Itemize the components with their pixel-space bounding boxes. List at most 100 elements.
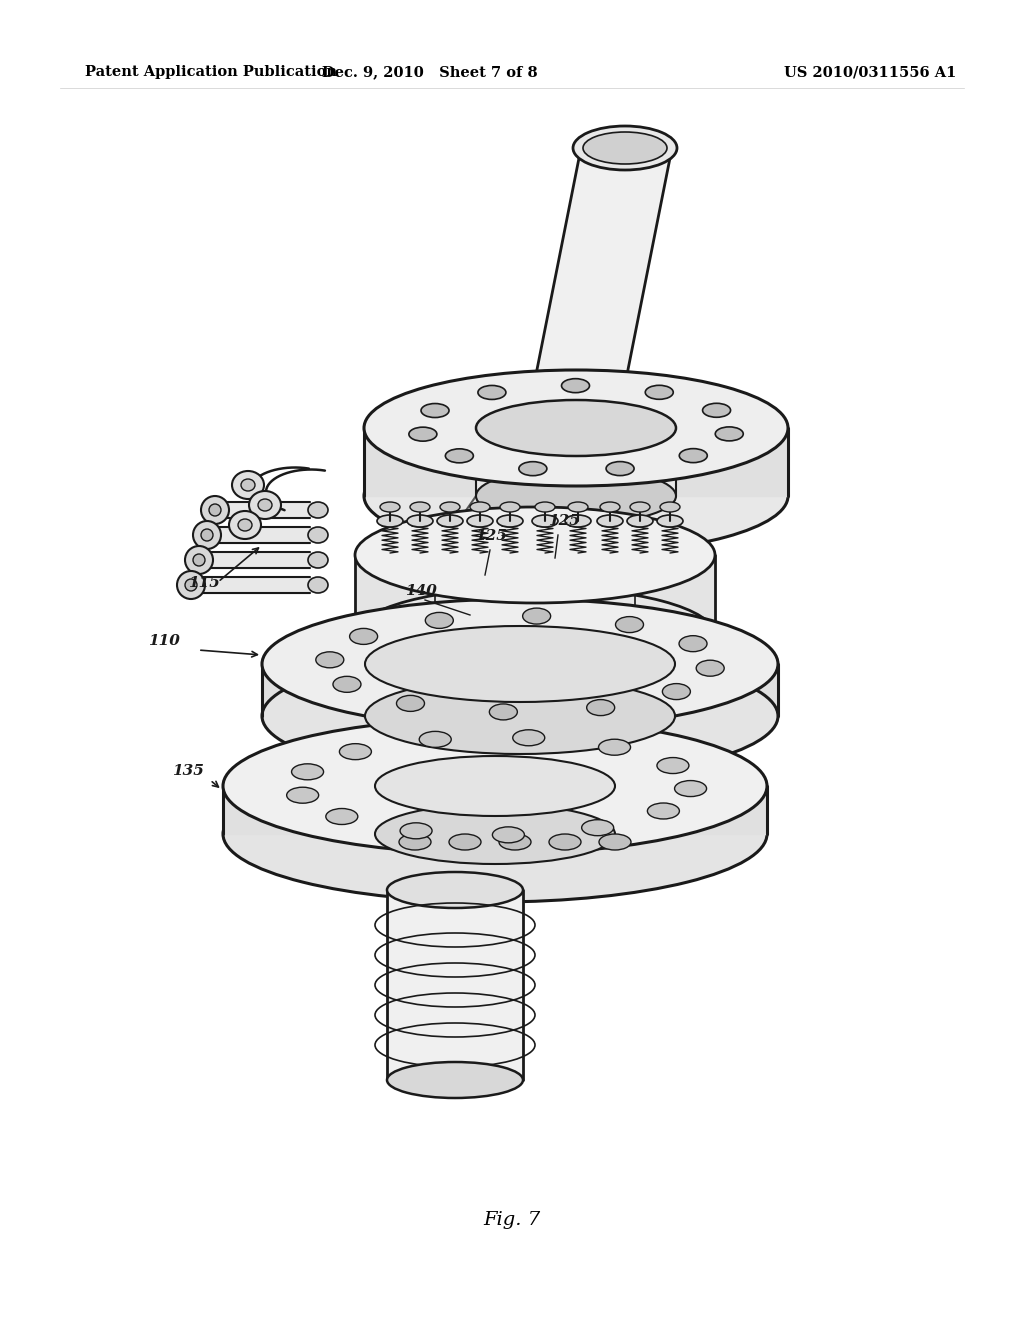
Ellipse shape [396,696,425,711]
Ellipse shape [185,546,213,574]
Ellipse shape [587,700,614,715]
Ellipse shape [573,125,677,170]
Ellipse shape [561,379,590,392]
Ellipse shape [657,758,689,774]
Ellipse shape [375,756,615,816]
Ellipse shape [599,739,631,755]
Text: 125: 125 [475,529,507,543]
Ellipse shape [201,496,229,524]
Ellipse shape [513,730,545,746]
Ellipse shape [308,552,328,568]
Polygon shape [387,890,523,1080]
Ellipse shape [399,834,431,850]
Ellipse shape [249,491,281,519]
Ellipse shape [500,502,520,512]
Ellipse shape [522,609,551,624]
Ellipse shape [380,502,400,512]
Ellipse shape [696,660,724,676]
Ellipse shape [375,804,615,865]
Ellipse shape [532,515,558,527]
Ellipse shape [387,873,523,908]
Ellipse shape [229,511,261,539]
Ellipse shape [597,515,623,527]
Ellipse shape [647,803,679,818]
Polygon shape [355,554,715,635]
Ellipse shape [365,678,675,754]
Ellipse shape [489,704,517,719]
Ellipse shape [565,515,591,527]
Ellipse shape [470,502,490,512]
Ellipse shape [493,826,524,843]
Text: Fig. 7: Fig. 7 [483,1210,541,1229]
Ellipse shape [582,820,613,836]
Ellipse shape [364,370,788,486]
Ellipse shape [193,521,221,549]
Ellipse shape [583,132,667,164]
Ellipse shape [476,400,676,455]
Ellipse shape [201,529,213,541]
Ellipse shape [440,502,460,512]
Ellipse shape [364,438,788,554]
Ellipse shape [663,684,690,700]
Ellipse shape [262,651,778,781]
Text: 125: 125 [548,513,580,528]
Ellipse shape [241,479,255,491]
Ellipse shape [365,626,675,702]
Text: 135: 135 [172,764,204,777]
Ellipse shape [497,515,523,527]
Ellipse shape [679,636,707,652]
Ellipse shape [400,822,432,838]
Polygon shape [223,785,767,834]
Ellipse shape [437,515,463,527]
Ellipse shape [185,579,197,591]
Polygon shape [364,428,476,496]
Text: 115: 115 [188,576,220,590]
Text: 110: 110 [148,634,180,648]
Ellipse shape [535,502,555,512]
Ellipse shape [715,426,743,441]
Polygon shape [676,428,788,496]
Ellipse shape [499,834,531,850]
Ellipse shape [467,515,493,527]
Ellipse shape [702,404,730,417]
Ellipse shape [315,652,344,668]
Ellipse shape [630,502,650,512]
Ellipse shape [339,743,372,760]
Ellipse shape [419,731,452,747]
Ellipse shape [355,587,715,682]
Ellipse shape [615,616,643,632]
Ellipse shape [478,385,506,400]
Ellipse shape [287,787,318,803]
Ellipse shape [232,471,264,499]
Ellipse shape [599,834,631,850]
Text: Dec. 9, 2010   Sheet 7 of 8: Dec. 9, 2010 Sheet 7 of 8 [323,65,538,79]
Polygon shape [220,502,310,517]
Ellipse shape [679,449,708,462]
Ellipse shape [409,428,437,441]
Text: 140: 140 [406,583,437,598]
Polygon shape [262,664,778,715]
Ellipse shape [387,1063,523,1098]
Ellipse shape [606,462,634,475]
Ellipse shape [262,599,778,729]
Ellipse shape [449,834,481,850]
Ellipse shape [177,572,205,599]
Ellipse shape [193,554,205,566]
Ellipse shape [421,404,449,417]
Ellipse shape [645,385,673,400]
Ellipse shape [308,527,328,543]
Ellipse shape [675,780,707,796]
Ellipse shape [326,809,357,825]
Ellipse shape [407,515,433,527]
Ellipse shape [292,764,324,780]
Ellipse shape [209,504,221,516]
Polygon shape [524,148,672,436]
Ellipse shape [425,612,454,628]
Ellipse shape [377,515,403,527]
Ellipse shape [308,577,328,593]
Text: US 2010/0311556 A1: US 2010/0311556 A1 [783,65,956,79]
Ellipse shape [308,502,328,517]
Ellipse shape [600,502,620,512]
Polygon shape [212,527,310,543]
Ellipse shape [355,507,715,603]
